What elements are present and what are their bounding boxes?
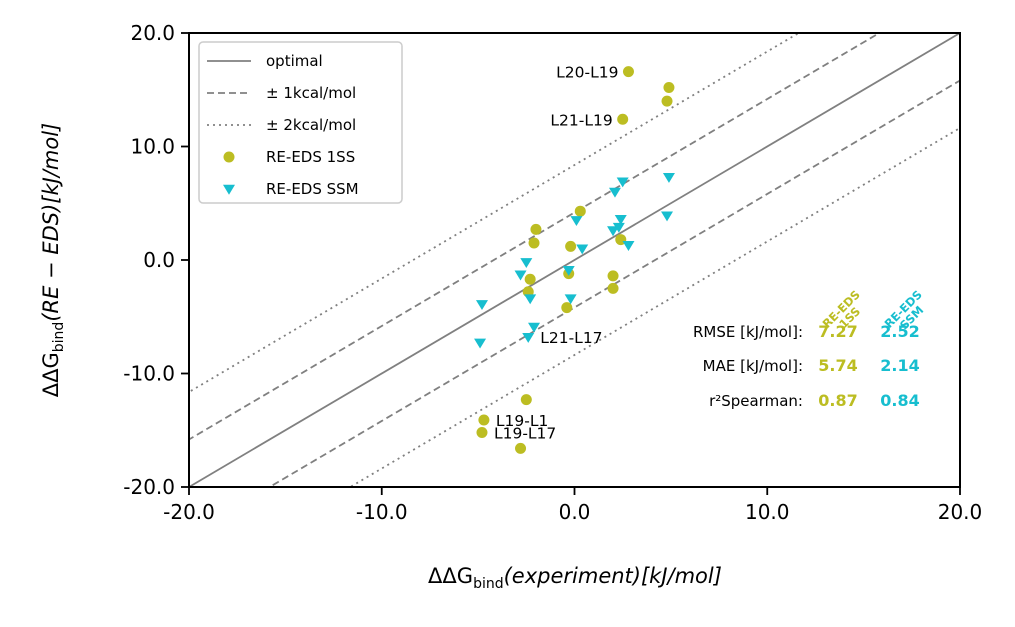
legend-label: ± 1kcal/mol [266,84,356,102]
point-re-eds-1ss [574,205,586,217]
point-re-eds-1ss [530,223,542,235]
ref-line-optimal [189,33,960,487]
point-re-eds-1ss [565,240,577,252]
stats-row-label: r²Spearman: [709,392,803,410]
point-re-eds-ssm [616,177,629,188]
legend-box [198,41,403,204]
stats-value: 2.52 [880,322,919,341]
stats-row-label: RMSE [kJ/mol]: [693,323,803,341]
annotation-label: L19-L17 [494,425,556,443]
point-re-eds-ssm [520,258,533,268]
point-re-eds-ssm [524,294,537,305]
x-axis-title: ΔΔGbind(experiment)[kJ/mol] [428,564,722,592]
point-re-eds-1ss [607,282,619,294]
x-tick-label: -20.0 [163,500,215,524]
point-re-eds-1ss [561,302,573,314]
point-re-eds-ssm [576,244,589,255]
stats-value: 7.27 [818,322,857,341]
legend-label: RE-EDS SSM [266,180,359,198]
ref-line-+2kcal [189,33,801,394]
point-re-eds-ssm [564,294,577,305]
stats-value: 0.84 [880,391,919,410]
x-axis: -20.0 -10.0 0.0 10.0 20.0 [163,487,982,524]
y-tick-label: 20.0 [130,21,175,45]
point-re-eds-ssm [622,241,635,251]
point-re-eds-1ss [515,442,527,454]
point-re-eds-ssm [514,270,527,281]
x-tick-label: 20.0 [938,500,983,524]
point-re-eds-ssm [562,266,575,276]
reference-lines [189,33,960,487]
point-re-eds-ssm [612,222,625,233]
stats-value: 0.87 [818,391,857,410]
stats-value: 5.74 [818,356,857,375]
annotation-label: L20-L19 [556,64,618,82]
y-tick-label: 10.0 [130,135,175,159]
x-tick-label: -10.0 [356,500,408,524]
data-points [474,66,675,454]
point-re-eds-ssm [661,211,674,222]
stats-value: 2.14 [880,356,919,375]
ref-line--2kcal [348,126,960,487]
legend: optimal ± 1kcal/mol ± 2kcal/mol RE-EDS 1SS R… [198,41,403,204]
annotation-label: L21-L19 [550,111,612,129]
point-re-eds-1ss [476,427,488,439]
annotation-label: L21-L17 [540,329,602,347]
point-re-eds-ssm [614,214,627,225]
point-re-eds-ssm [522,332,535,343]
point-re-eds-ssm [528,322,541,333]
legend-swatch [223,151,235,163]
point-re-eds-1ss [661,95,673,107]
point-re-eds-1ss [663,81,675,93]
point-re-eds-1ss [478,414,490,426]
point-re-eds-1ss [617,113,629,125]
point-re-eds-1ss [520,394,532,406]
legend-label: ± 2kcal/mol [266,116,356,134]
legend-label: optimal [266,52,323,70]
y-axis-title: ΔΔGbind(RE − EDS)[kJ/mol] [39,123,67,397]
stats-row-label: MAE [kJ/mol]: [703,357,803,375]
point-re-eds-1ss [528,237,540,249]
point-re-eds-ssm [608,187,621,198]
y-tick-label: 0.0 [143,248,175,272]
y-axis: -20.0 -10.0 0.0 10.0 20.0 [123,21,189,499]
y-tick-label: -20.0 [123,475,175,499]
annotation-label: L19-L1 [496,412,548,430]
point-re-eds-1ss [607,270,619,282]
legend-label: RE-EDS 1SS [266,148,355,166]
point-re-eds-1ss [524,273,536,285]
x-tick-label: 0.0 [559,500,591,524]
y-tick-label: -10.0 [123,362,175,386]
point-re-eds-1ss [622,66,634,78]
point-re-eds-ssm [475,300,488,310]
point-re-eds-ssm [607,226,620,237]
point-re-eds-ssm [662,172,675,183]
point-re-eds-ssm [474,338,487,349]
legend-swatch [223,184,235,195]
point-re-eds-ssm [570,216,583,226]
x-tick-label: 10.0 [745,500,790,524]
